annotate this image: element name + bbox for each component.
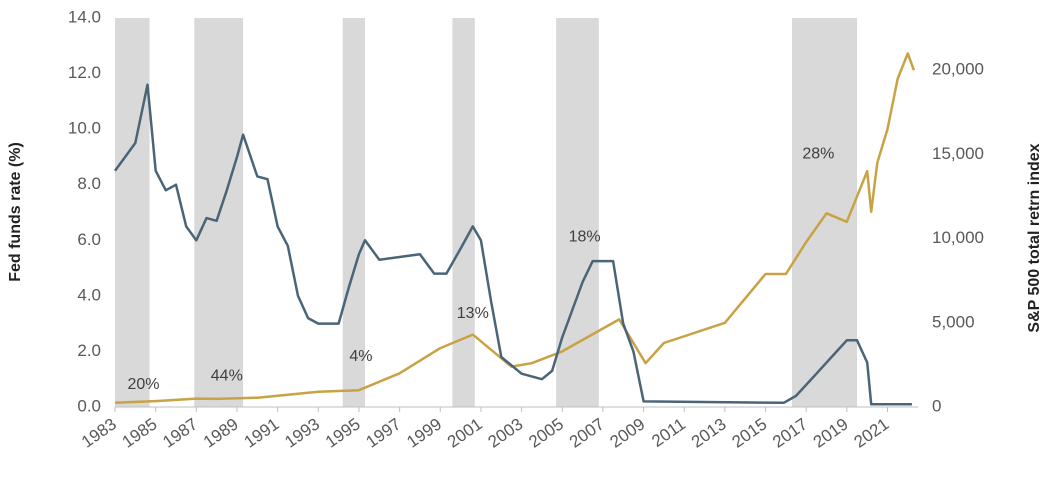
y-tick-label: 10.0 xyxy=(68,119,101,138)
x-tick-label: 1989 xyxy=(200,414,242,451)
x-tick-label: 1985 xyxy=(119,414,161,451)
y-axis-title: Fed funds rate (%) xyxy=(7,142,24,282)
series-line xyxy=(114,52,916,405)
y-tick-label: 2.0 xyxy=(77,341,101,360)
x-tick-label: 1999 xyxy=(403,414,445,451)
x-tick-label: 2021 xyxy=(850,414,892,451)
x-tick-label: 2001 xyxy=(444,414,486,451)
series-line xyxy=(113,83,912,406)
shaded-range xyxy=(452,18,475,407)
x-tick-label: 2013 xyxy=(688,414,730,451)
y2-tick-label: 5,000 xyxy=(932,312,975,331)
annotation: 44% xyxy=(211,368,243,385)
y-tick-label: 12.0 xyxy=(68,63,101,82)
y2-tick-label: 0 xyxy=(932,396,941,415)
y-tick-label: 4.0 xyxy=(77,285,101,304)
y2-tick-label: 20,000 xyxy=(932,60,984,79)
x-tick-label: 1991 xyxy=(241,414,283,451)
x-tick-label: 1987 xyxy=(159,414,201,451)
x-tick-label: 1983 xyxy=(78,414,120,451)
y2-axis-title: S&P 500 total retrn index xyxy=(1026,143,1043,332)
x-tick-label: 1995 xyxy=(322,414,364,451)
x-tick-label: 2011 xyxy=(648,414,689,451)
x-tick-label: 1997 xyxy=(363,414,405,451)
x-tick-label: 1993 xyxy=(281,414,323,451)
y-tick-label: 0.0 xyxy=(77,396,101,415)
y2-tick-label: 15,000 xyxy=(932,144,984,163)
x-tick-label: 2015 xyxy=(729,414,771,451)
shaded-range xyxy=(342,18,366,407)
x-tick-label: 2005 xyxy=(525,414,567,451)
y-tick-label: 8.0 xyxy=(77,174,101,193)
y-tick-label: 6.0 xyxy=(77,230,101,249)
shaded-range xyxy=(791,18,858,407)
annotation: 18% xyxy=(569,229,601,246)
annotation: 20% xyxy=(127,376,159,393)
x-tick-label: 2007 xyxy=(566,414,608,451)
annotation: 4% xyxy=(349,348,372,365)
shaded-range xyxy=(115,18,150,407)
annotation: 28% xyxy=(802,145,834,162)
x-tick-label: 2009 xyxy=(607,414,649,451)
x-tick-label: 2017 xyxy=(769,414,811,451)
shaded-range xyxy=(556,18,599,407)
x-tick-label: 2003 xyxy=(485,414,527,451)
annotation: 13% xyxy=(457,305,489,322)
y2-tick-label: 10,000 xyxy=(932,228,984,247)
x-tick-label: 2019 xyxy=(810,414,852,451)
y-tick-label: 14.0 xyxy=(68,7,101,26)
